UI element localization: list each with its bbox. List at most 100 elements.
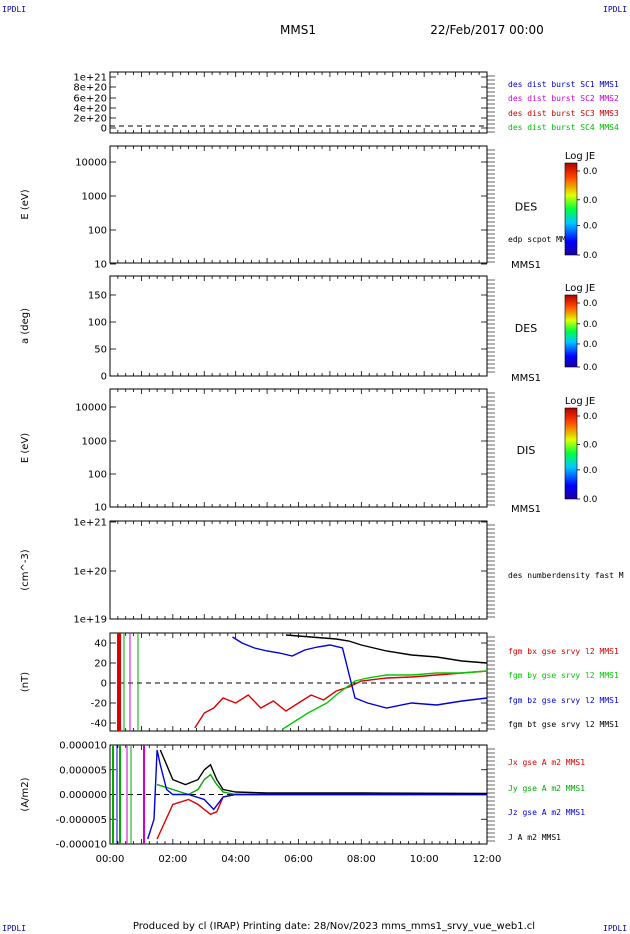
y-tick-label: 10000	[75, 158, 107, 169]
series-line	[282, 670, 488, 730]
y-axis-label: a (deg)	[20, 308, 31, 344]
y-tick-label: 40	[94, 639, 107, 650]
legend-entry: des dist burst SC3 MMS3	[508, 109, 619, 118]
colorbar-tick-label: 0.0	[583, 167, 598, 177]
date-title: 22/Feb/2017 00:00	[430, 23, 544, 37]
series-line	[159, 749, 488, 795]
y-tick-label: 0.000000	[59, 790, 107, 801]
x-tick-label: 06:00	[284, 854, 313, 865]
corner-label-bl: IPDLI	[2, 924, 27, 933]
y-tick-label: 0.000010	[59, 741, 107, 752]
panel-frame-dist	[109, 71, 488, 134]
spacecraft-label: MMS1	[511, 373, 541, 384]
y-tick-label: 50	[94, 345, 107, 356]
spacecraft-label: MMS1	[511, 260, 541, 271]
y-tick-label: 100	[88, 318, 107, 329]
colorbar	[564, 294, 578, 368]
colorbar-tick-label: 0.0	[583, 495, 598, 505]
colorbar-tick-label: 0.0	[583, 440, 598, 450]
y-axis-label: E (eV)	[20, 189, 31, 219]
colorbar-title: Log JE	[565, 396, 595, 407]
colorbar	[564, 162, 578, 256]
y-tick-label: 100	[88, 470, 107, 481]
y-tick-label: 1000	[82, 192, 107, 203]
y-tick-label: 1e+19	[73, 615, 107, 626]
colorbar-tick-label: 0.0	[583, 320, 598, 330]
series-line	[156, 773, 487, 796]
legend-entry: Jx gse A m2 MMS1	[508, 758, 585, 767]
instrument-label: DES	[515, 201, 537, 214]
legend-entry: Jy gse A m2 MMS1	[508, 784, 585, 793]
instrument-label: DIS	[517, 444, 536, 457]
legend-entry: fgm bz gse srvy l2 MMS1	[508, 696, 619, 705]
y-tick-label: 10	[94, 503, 107, 514]
colorbar-tick-label: 0.0	[583, 222, 598, 232]
corner-label-br: IPDLI	[603, 924, 628, 933]
x-tick-label: 00:00	[96, 854, 125, 865]
colorbar-title: Log JE	[565, 151, 595, 162]
legend-entry: fgm by gse srvy l2 MMS1	[508, 671, 619, 680]
corner-label-tl: IPDLI	[2, 5, 27, 14]
colorbar-title: Log JE	[565, 283, 595, 294]
legend-entry: J A m2 MMS1	[508, 833, 561, 842]
corner-label-tr: IPDLI	[603, 5, 628, 14]
legend-entry: Jz gse A m2 MMS1	[508, 808, 585, 817]
legend-entry: des numberdensity fast M	[508, 571, 624, 580]
y-tick-label: 1e+21	[73, 518, 107, 529]
colorbar-tick-label: 0.0	[583, 251, 598, 261]
y-tick-label: 150	[88, 291, 107, 302]
x-tick-label: 04:00	[221, 854, 250, 865]
y-tick-label: -40	[91, 719, 107, 730]
legend-entry: fgm bt gse srvy l2 MMS1	[508, 720, 619, 729]
colorbar-tick-label: 0.0	[583, 299, 598, 309]
y-tick-label: 1e+20	[73, 567, 107, 578]
legend-entry: des dist burst SC4 MMS4	[508, 123, 619, 132]
y-tick-label: 100	[88, 226, 107, 237]
colorbar-tick-label: 0.0	[583, 466, 598, 476]
colorbar-tick-label: 0.0	[583, 196, 598, 206]
y-tick-label: 0	[101, 124, 107, 135]
x-tick-label: 10:00	[410, 854, 439, 865]
panel-frame-dens	[109, 520, 488, 620]
legend-entry: des dist burst SC2 MMS2	[508, 94, 619, 103]
y-tick-label: 0	[101, 679, 107, 690]
x-tick-label: 12:00	[473, 854, 502, 865]
y-axis-label: (nT)	[20, 672, 31, 692]
y-axis-label: E (eV)	[20, 433, 31, 463]
y-tick-label: 0	[101, 372, 107, 383]
y-tick-label: 4e+20	[73, 104, 107, 115]
panel-frame-des_e	[109, 145, 488, 264]
colorbar-tick-label: 0.0	[583, 363, 598, 373]
y-tick-label: -20	[91, 699, 107, 710]
y-tick-label: 2e+20	[73, 114, 107, 125]
series-line	[147, 749, 487, 840]
spacecraft-label: MMS1	[511, 504, 541, 515]
y-tick-label: -0.000005	[56, 815, 107, 826]
spacecraft-title: MMS1	[280, 23, 316, 37]
colorbar-tick-label: 0.0	[583, 340, 598, 350]
y-tick-label: 1000	[82, 437, 107, 448]
series-line	[194, 670, 488, 729]
y-tick-label: 6e+20	[73, 94, 107, 105]
footer-text: Produced by cl (IRAP) Printing date: 28/…	[133, 921, 535, 932]
y-axis-label: (cm^-3)	[20, 549, 31, 590]
colorbar-tick-label: 0.0	[583, 412, 598, 422]
y-tick-label: -0.000010	[56, 840, 107, 851]
y-tick-label: 1e+21	[73, 73, 107, 84]
x-tick-label: 08:00	[347, 854, 376, 865]
instrument-label: DES	[515, 322, 537, 335]
panel-frame-des_pa	[109, 275, 488, 377]
y-tick-label: 0.000005	[59, 765, 107, 776]
colorbar	[564, 407, 578, 500]
y-axis-label: (A/m2)	[20, 777, 31, 811]
y-tick-label: 8e+20	[73, 83, 107, 94]
y-tick-label: 20	[94, 659, 107, 670]
legend-entry: des dist burst SC1 MMS1	[508, 80, 619, 89]
panel-frame-fgm	[109, 632, 488, 732]
panel-frame-dis_e	[109, 388, 488, 508]
extra-label: edp scpot MMS1	[508, 235, 576, 244]
legend-entry: fgm bx gse srvy l2 MMS1	[508, 647, 619, 656]
x-tick-label: 02:00	[158, 854, 187, 865]
